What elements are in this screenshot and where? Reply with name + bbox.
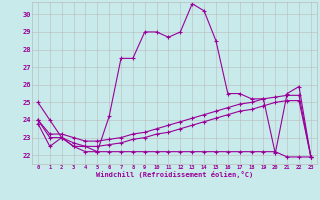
X-axis label: Windchill (Refroidissement éolien,°C): Windchill (Refroidissement éolien,°C) [96,171,253,178]
